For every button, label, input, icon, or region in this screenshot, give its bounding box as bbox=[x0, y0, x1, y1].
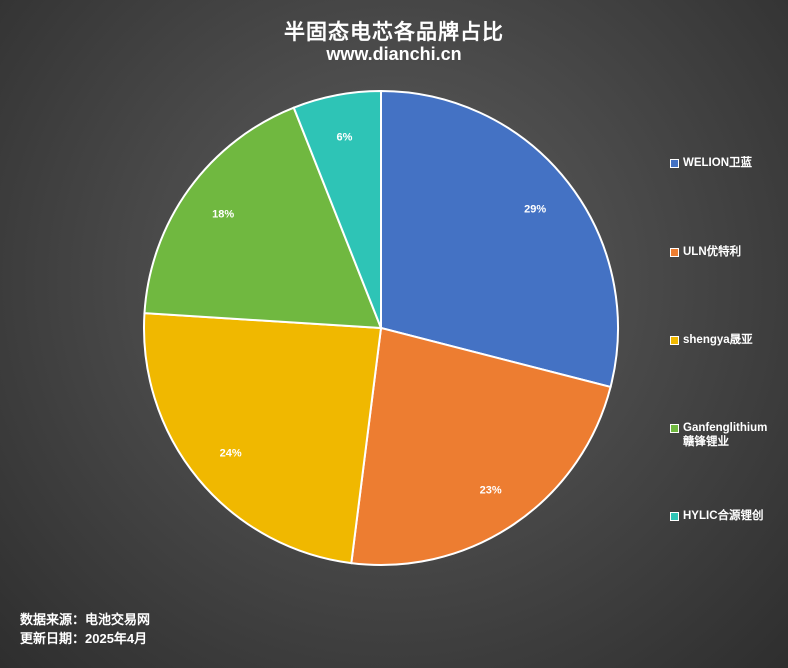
source-note: 数据来源：电池交易网 更新日期：2025年4月 bbox=[20, 610, 150, 648]
legend-label-ganfeng: Ganfenglithium bbox=[683, 422, 768, 434]
legend-label-shengya: shengya晟亚 bbox=[683, 334, 753, 346]
legend-label-uln: ULN优特利 bbox=[683, 246, 742, 258]
legend-swatch-uln bbox=[670, 248, 679, 257]
pie-slice-ganfeng bbox=[143, 106, 383, 330]
legend-item-uln: ULN优特利 bbox=[670, 245, 788, 259]
update-date-line: 更新日期：2025年4月 bbox=[20, 631, 148, 646]
data-label-uln: 23% bbox=[480, 484, 502, 496]
data-label-welion: 29% bbox=[524, 204, 546, 216]
data-label-hylic: 6% bbox=[337, 132, 353, 144]
legend-item-hylic: HYLIC合源锂创 bbox=[670, 509, 788, 523]
legend-item-ganfeng: Ganfenglithium 赣锋锂业 bbox=[670, 421, 788, 449]
legend-item-welion: WELION卫蓝 bbox=[670, 156, 788, 170]
chart-title: 半固态电芯各品牌占比 bbox=[284, 21, 504, 44]
legend-label-hylic: HYLIC合源锂创 bbox=[683, 510, 764, 522]
pie-slice-welion bbox=[380, 89, 619, 389]
data-label-ganfeng: 18% bbox=[212, 208, 234, 220]
pie-slice-uln bbox=[350, 326, 612, 566]
source-line: 数据来源：电池交易网 bbox=[20, 612, 151, 627]
legend-label-ganfeng-cn: 赣锋锂业 bbox=[683, 436, 729, 448]
pie-slice-hylic bbox=[292, 89, 382, 329]
pie-slice-shengya bbox=[143, 312, 383, 565]
legend-swatch-shengya bbox=[670, 336, 679, 345]
data-label-shengya: 24% bbox=[220, 447, 242, 459]
legend-label-welion: WELION卫蓝 bbox=[683, 157, 752, 169]
legend-item-shengya: shengya晟亚 bbox=[670, 333, 788, 347]
legend-swatch-welion bbox=[670, 159, 679, 168]
legend-swatch-hylic bbox=[670, 512, 679, 521]
legend-swatch-ganfeng bbox=[670, 424, 679, 433]
chart-subtitle: www.dianchi.cn bbox=[326, 44, 462, 64]
